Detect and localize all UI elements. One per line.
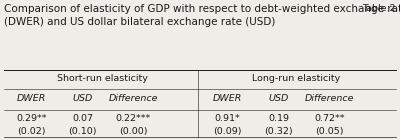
Text: Difference: Difference (305, 94, 354, 103)
Text: Long-run elasticity: Long-run elasticity (252, 74, 340, 83)
Text: 0.29**: 0.29** (16, 114, 47, 122)
Text: 0.19: 0.19 (268, 114, 289, 122)
Text: (0.10): (0.10) (68, 127, 97, 136)
Text: 0.91*: 0.91* (214, 114, 240, 122)
Text: Comparison of elasticity of GDP with respect to debt-weighted exchange rate
(DWE: Comparison of elasticity of GDP with res… (4, 4, 400, 27)
Text: Difference: Difference (109, 94, 158, 103)
Text: 0.07: 0.07 (72, 114, 93, 122)
Text: (0.05): (0.05) (315, 127, 344, 136)
Text: USD: USD (268, 94, 288, 103)
Text: (0.09): (0.09) (213, 127, 242, 136)
Text: DWER: DWER (213, 94, 242, 103)
Text: (0.00): (0.00) (119, 127, 148, 136)
Text: 0.22***: 0.22*** (116, 114, 151, 122)
Text: Short-run elasticity: Short-run elasticity (56, 74, 148, 83)
Text: (0.32): (0.32) (264, 127, 293, 136)
Text: (0.02): (0.02) (17, 127, 46, 136)
Text: USD: USD (72, 94, 92, 103)
Text: DWER: DWER (17, 94, 46, 103)
Text: Table 2: Table 2 (362, 4, 396, 13)
Text: 0.72**: 0.72** (314, 114, 345, 122)
